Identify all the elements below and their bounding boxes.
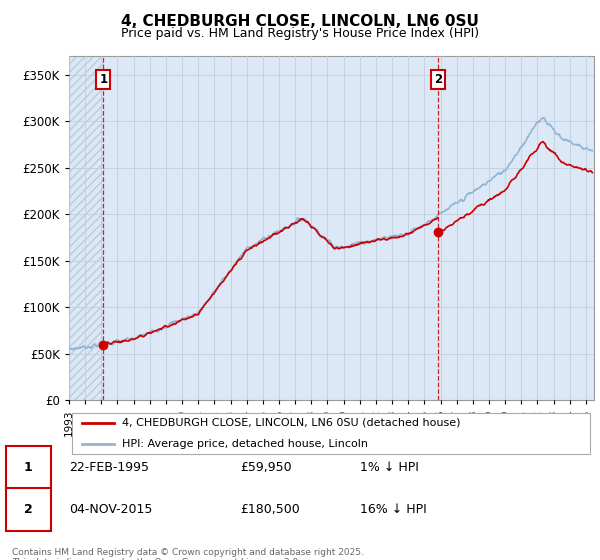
- Text: Price paid vs. HM Land Registry's House Price Index (HPI): Price paid vs. HM Land Registry's House …: [121, 27, 479, 40]
- Text: 4, CHEDBURGH CLOSE, LINCOLN, LN6 0SU: 4, CHEDBURGH CLOSE, LINCOLN, LN6 0SU: [121, 14, 479, 29]
- Text: 22-FEB-1995: 22-FEB-1995: [69, 461, 149, 474]
- Text: 4, CHEDBURGH CLOSE, LINCOLN, LN6 0SU (detached house): 4, CHEDBURGH CLOSE, LINCOLN, LN6 0SU (de…: [121, 418, 460, 428]
- Text: 1: 1: [100, 73, 107, 86]
- FancyBboxPatch shape: [71, 413, 590, 454]
- Text: 16% ↓ HPI: 16% ↓ HPI: [360, 503, 427, 516]
- Bar: [69, 56, 103, 400]
- Text: 1: 1: [24, 461, 32, 474]
- Text: £59,950: £59,950: [240, 461, 292, 474]
- Text: 04-NOV-2015: 04-NOV-2015: [69, 503, 152, 516]
- Text: 2: 2: [24, 503, 32, 516]
- Text: HPI: Average price, detached house, Lincoln: HPI: Average price, detached house, Linc…: [121, 439, 367, 449]
- Text: Contains HM Land Registry data © Crown copyright and database right 2025.
This d: Contains HM Land Registry data © Crown c…: [12, 548, 364, 560]
- Text: £180,500: £180,500: [240, 503, 300, 516]
- Text: 1% ↓ HPI: 1% ↓ HPI: [360, 461, 419, 474]
- Text: 2: 2: [434, 73, 442, 86]
